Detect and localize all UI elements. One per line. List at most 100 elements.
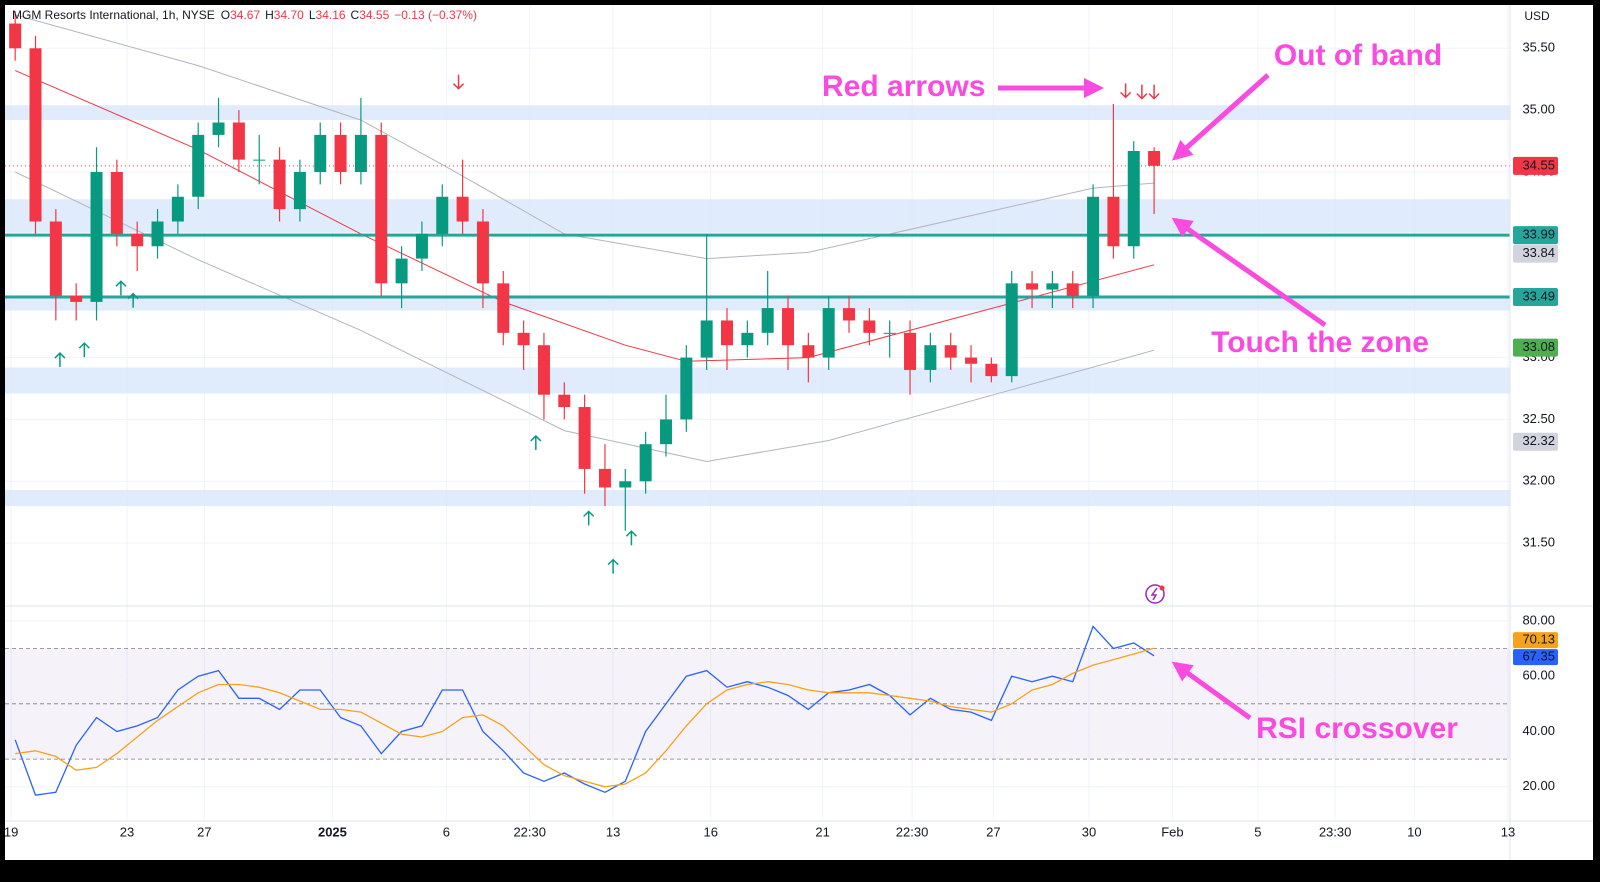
price-label-box xyxy=(1513,156,1558,175)
price-label: 33.99 xyxy=(1522,227,1555,242)
candle-body xyxy=(253,159,266,161)
candle-body xyxy=(700,320,713,358)
x-tick-label: 30 xyxy=(1082,824,1096,839)
x-tick-label: 16 xyxy=(703,824,717,839)
buy-signal xyxy=(625,530,637,546)
zone xyxy=(5,105,1510,121)
candle-body xyxy=(537,345,550,395)
candle-body xyxy=(232,122,245,160)
price-label-box xyxy=(1513,244,1558,263)
candle-body xyxy=(110,172,123,234)
x-tick-label: 22:30 xyxy=(513,824,546,839)
candle-body xyxy=(558,394,571,408)
icon-bolt xyxy=(1150,587,1158,601)
rsi-value-box xyxy=(1513,649,1558,666)
price-label: 32.32 xyxy=(1522,433,1555,448)
y-tick-label: 35.50 xyxy=(1522,40,1555,55)
candle-body xyxy=(476,221,489,284)
currency: USD xyxy=(1524,9,1550,23)
candle-body xyxy=(883,332,896,334)
x-tick-label: 27 xyxy=(986,824,1000,839)
y-tick-label: 40.00 xyxy=(1522,723,1555,738)
arrow xyxy=(1171,661,1252,721)
candle-body xyxy=(843,308,856,321)
x-tick-label: 27 xyxy=(197,824,211,839)
candle-body xyxy=(151,221,164,247)
alert-icon xyxy=(1145,584,1165,604)
band-line xyxy=(14,171,1155,463)
x-tick-label: Feb xyxy=(1161,824,1183,839)
rsi-line xyxy=(14,625,1155,796)
candle-body xyxy=(782,308,795,346)
change: −0.13 (−0.37%) xyxy=(394,8,477,22)
candle-body xyxy=(70,295,83,302)
candle-body xyxy=(29,48,42,222)
candle-body xyxy=(517,332,530,346)
ohlc-letter: H xyxy=(265,8,274,22)
candle-body xyxy=(212,122,225,135)
ohlc-value: 34.55 xyxy=(359,8,389,22)
annotation: Touch the zone xyxy=(1211,326,1429,359)
rsi-value-label: 70.13 xyxy=(1522,632,1555,647)
candle-body xyxy=(273,159,286,210)
candle-body xyxy=(334,134,347,173)
candle-body xyxy=(1026,283,1039,290)
x-tick-label: 13 xyxy=(606,824,620,839)
y-tick-label: 32.50 xyxy=(1522,411,1555,426)
candle-body xyxy=(1148,150,1161,166)
price-label-box xyxy=(1513,226,1558,245)
y-tick-label: 20.00 xyxy=(1522,778,1555,793)
panel xyxy=(5,5,1593,860)
candle-body xyxy=(192,134,205,197)
candle-body xyxy=(9,23,22,49)
ohlc-value: 34.70 xyxy=(274,8,304,22)
zone xyxy=(5,296,1510,311)
buy-signal xyxy=(583,510,595,526)
candle-body xyxy=(639,444,652,482)
sell-signal xyxy=(453,74,465,90)
zone xyxy=(5,489,1510,507)
candle-body xyxy=(944,345,957,358)
candle-body xyxy=(598,468,611,488)
buy-signal xyxy=(127,292,139,308)
rsi-line xyxy=(15,647,1155,788)
y-tick-label: 31.50 xyxy=(1522,535,1555,550)
candle-body xyxy=(49,221,62,296)
x-tick-label: 5 xyxy=(1254,824,1261,839)
candle-body xyxy=(802,345,815,358)
candle-body xyxy=(741,332,754,346)
candle-body xyxy=(863,320,876,333)
candle-body xyxy=(965,357,978,364)
ohlc-value: 34.67 xyxy=(230,8,260,22)
ohlc-letter: O xyxy=(221,8,230,22)
zone xyxy=(5,367,1510,394)
candle-body xyxy=(456,196,469,222)
zone xyxy=(5,199,1510,233)
buy-signal xyxy=(78,342,90,358)
candle-body xyxy=(680,357,693,420)
price-label: 33.84 xyxy=(1522,245,1555,260)
candle-body xyxy=(822,308,835,358)
buy-signal xyxy=(115,280,127,296)
x-tick-label: 6 xyxy=(443,824,450,839)
ohlc-letter: L xyxy=(309,8,316,22)
x-tick-label: 21 xyxy=(815,824,829,839)
annotation: Red arrows xyxy=(822,70,985,103)
candle-body xyxy=(1046,283,1059,290)
layers xyxy=(5,5,1510,820)
sell-signal xyxy=(1120,83,1132,99)
x-tick-label: 19 xyxy=(4,824,18,839)
candle-body xyxy=(497,283,510,333)
buy-signal xyxy=(530,434,542,450)
candle-body xyxy=(1005,283,1018,377)
candle-body xyxy=(1087,196,1100,296)
y-tick-label: 32.00 xyxy=(1522,473,1555,488)
buy-signal xyxy=(607,558,619,574)
price-label: 33.08 xyxy=(1522,339,1555,354)
ohlc-letter: C xyxy=(351,8,360,22)
candle-body xyxy=(131,233,144,247)
candle-body xyxy=(314,134,327,173)
candle-body xyxy=(924,345,937,370)
candle-body xyxy=(985,363,998,377)
